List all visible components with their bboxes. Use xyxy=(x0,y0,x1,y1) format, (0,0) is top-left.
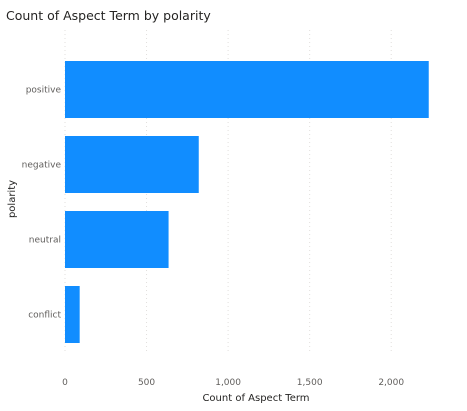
x-tick-label: 1,500 xyxy=(297,378,323,388)
bar-negative[interactable] xyxy=(65,136,199,193)
y-axis-title: polarity xyxy=(7,180,18,218)
y-axis-tick-labels: positive negative neutral conflict xyxy=(22,86,62,321)
x-axis-tick-labels: 0 500 1,000 1,500 2,000 xyxy=(62,378,404,388)
chart-title: Count of Aspect Term by polarity xyxy=(6,8,211,23)
x-tick-label: 2,000 xyxy=(378,378,404,388)
x-tick-label: 500 xyxy=(138,378,155,388)
y-tick-label-conflict: conflict xyxy=(28,311,61,321)
bar-neutral[interactable] xyxy=(65,211,169,268)
bar-positive[interactable] xyxy=(65,61,429,118)
y-tick-label-negative: negative xyxy=(22,161,62,171)
bar-conflict[interactable] xyxy=(65,286,80,343)
x-tick-label: 1,000 xyxy=(215,378,241,388)
x-axis-title: Count of Aspect Term xyxy=(202,393,309,404)
bars xyxy=(65,61,429,343)
y-tick-label-neutral: neutral xyxy=(29,236,61,246)
y-tick-label-positive: positive xyxy=(26,86,62,96)
x-tick-label: 0 xyxy=(62,378,68,388)
